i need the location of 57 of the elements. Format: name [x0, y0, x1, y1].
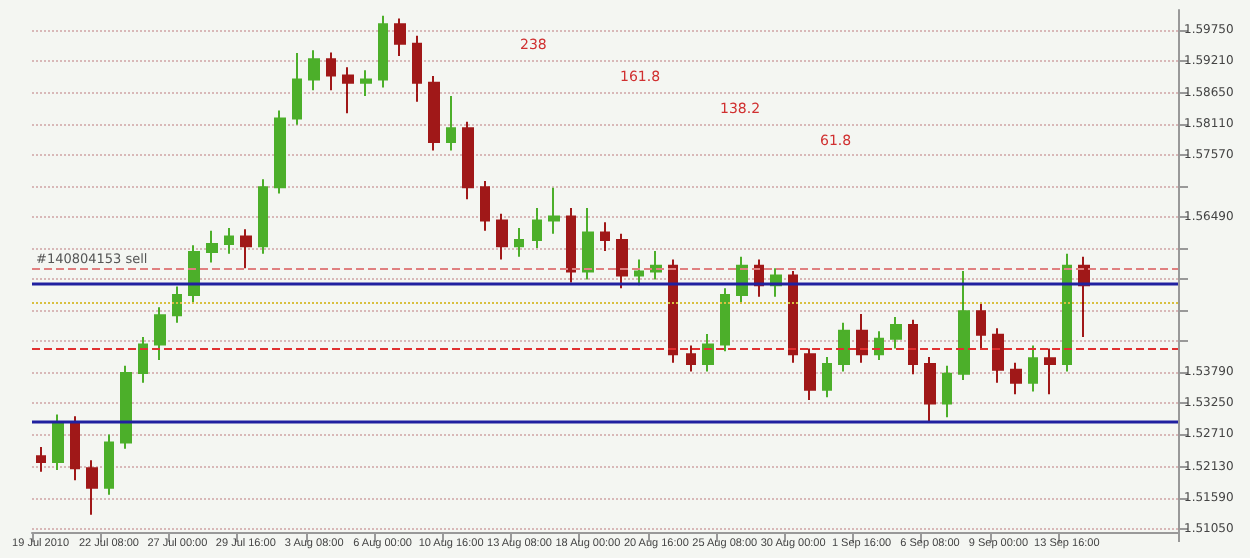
candlestick — [1078, 255, 1090, 338]
candlestick — [856, 313, 868, 364]
candlestick — [958, 270, 970, 381]
candlestick — [154, 306, 166, 361]
candlestick — [1044, 347, 1056, 396]
candlestick — [788, 270, 798, 364]
candlestick — [428, 74, 440, 152]
candlestick — [686, 344, 696, 373]
candlestick — [274, 109, 286, 195]
candlestick — [378, 14, 388, 89]
candlestick — [992, 327, 1004, 384]
candlestick — [702, 333, 714, 373]
candlestick — [462, 120, 474, 201]
candlestick — [838, 321, 850, 373]
candlestick — [668, 258, 678, 364]
candlestick — [976, 301, 986, 350]
candlestick — [924, 356, 936, 425]
candlestick — [720, 287, 730, 353]
candlestick — [616, 232, 628, 290]
candlestick — [240, 228, 252, 270]
candlestick — [258, 178, 268, 255]
candlestick — [600, 221, 610, 252]
candlestick — [360, 69, 372, 98]
candlestick — [172, 285, 182, 324]
candlestick — [326, 51, 336, 92]
candlestick — [308, 49, 320, 92]
candlestick — [822, 356, 832, 399]
candlestick — [908, 318, 918, 376]
candlestick — [890, 315, 902, 350]
candlestick — [1028, 344, 1038, 393]
candlestick — [412, 34, 422, 103]
candlestick — [70, 415, 80, 482]
candlestick — [138, 335, 148, 384]
candlestick — [566, 206, 576, 284]
candlestick — [292, 52, 302, 126]
candlestick — [342, 66, 354, 115]
candlestick — [1010, 361, 1022, 396]
candlestick — [120, 364, 132, 450]
candlestick — [206, 229, 218, 264]
candlestick — [86, 459, 98, 516]
candlestick — [1062, 252, 1072, 373]
candlestick — [942, 364, 952, 419]
candlestick — [36, 446, 46, 473]
candlestick — [480, 179, 490, 232]
candlestick — [514, 226, 524, 258]
candlestick — [224, 226, 234, 255]
candlestick — [496, 212, 508, 261]
candlestick — [394, 17, 406, 57]
candlestick — [804, 347, 816, 402]
candlestick — [532, 206, 542, 250]
candlestick — [548, 186, 560, 235]
candlestick — [874, 330, 884, 361]
candlestick — [104, 433, 114, 496]
candlestick — [52, 413, 64, 472]
candlestick — [582, 206, 594, 281]
candlestick — [634, 258, 644, 287]
candlestick — [446, 95, 456, 152]
